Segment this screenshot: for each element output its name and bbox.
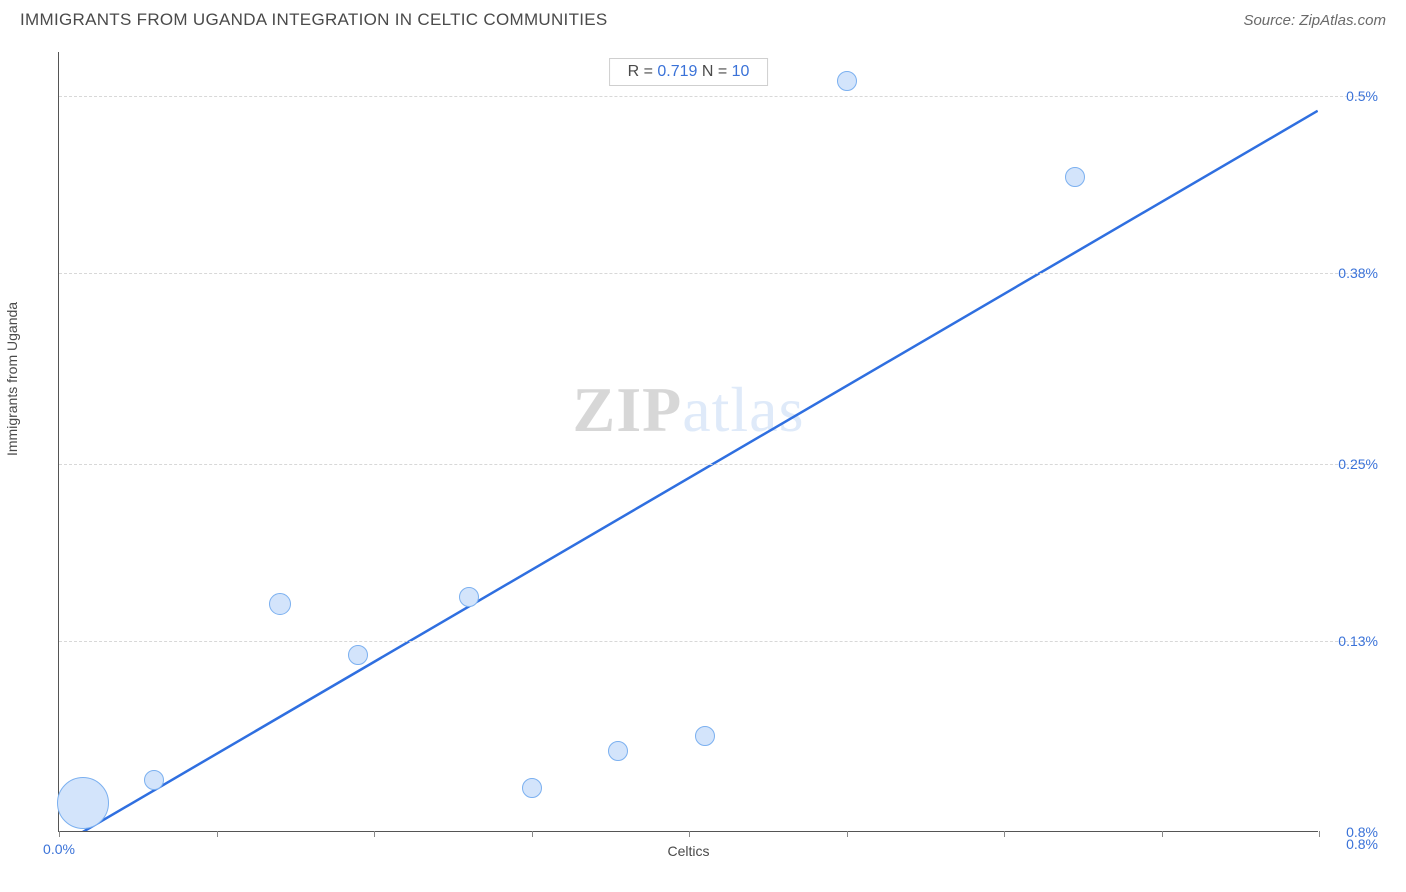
watermark-zip: ZIP bbox=[573, 374, 683, 445]
y-axis-label: Immigrants from Uganda bbox=[4, 302, 20, 456]
x-max-label: 0.8% bbox=[1346, 836, 1378, 852]
data-point bbox=[695, 726, 715, 746]
data-point bbox=[269, 593, 291, 615]
data-point bbox=[144, 770, 164, 790]
plot-area: R = 0.719 N = 10 ZIPatlas Celtics 0.13%0… bbox=[58, 52, 1318, 832]
x-tick bbox=[1162, 831, 1163, 837]
y-tick-label: 0.38% bbox=[1338, 265, 1378, 281]
data-point bbox=[1065, 167, 1085, 187]
x-tick bbox=[59, 831, 60, 837]
x-tick bbox=[217, 831, 218, 837]
x-tick bbox=[847, 831, 848, 837]
chart-container: Immigrants from Uganda R = 0.719 N = 10 … bbox=[20, 40, 1386, 872]
stats-box: R = 0.719 N = 10 bbox=[609, 58, 769, 86]
data-point bbox=[837, 71, 857, 91]
watermark: ZIPatlas bbox=[573, 373, 805, 447]
n-value: 10 bbox=[732, 63, 750, 80]
gridline bbox=[59, 96, 1368, 97]
r-value: 0.719 bbox=[657, 63, 697, 80]
data-point bbox=[57, 777, 109, 829]
regression-line bbox=[59, 111, 1317, 831]
r-label: R = bbox=[628, 63, 658, 80]
n-label: N = bbox=[697, 63, 731, 80]
gridline bbox=[59, 641, 1368, 642]
x-tick bbox=[374, 831, 375, 837]
chart-title: IMMIGRANTS FROM UGANDA INTEGRATION IN CE… bbox=[20, 10, 608, 30]
data-point bbox=[522, 778, 542, 798]
y-tick-label: 0.5% bbox=[1346, 88, 1378, 104]
source-label: Source: ZipAtlas.com bbox=[1243, 12, 1386, 29]
trendline bbox=[59, 52, 1318, 831]
x-axis-label: Celtics bbox=[667, 843, 709, 859]
x-tick bbox=[689, 831, 690, 837]
x-tick bbox=[532, 831, 533, 837]
x-tick bbox=[1004, 831, 1005, 837]
gridline bbox=[59, 464, 1368, 465]
x-tick bbox=[1319, 831, 1320, 837]
data-point bbox=[348, 645, 368, 665]
y-tick-label: 0.13% bbox=[1338, 633, 1378, 649]
x-tick-label: 0.0% bbox=[43, 841, 75, 857]
y-tick-label: 0.25% bbox=[1338, 456, 1378, 472]
data-point bbox=[608, 741, 628, 761]
watermark-atlas: atlas bbox=[682, 374, 804, 445]
data-point bbox=[459, 587, 479, 607]
gridline bbox=[59, 273, 1368, 274]
